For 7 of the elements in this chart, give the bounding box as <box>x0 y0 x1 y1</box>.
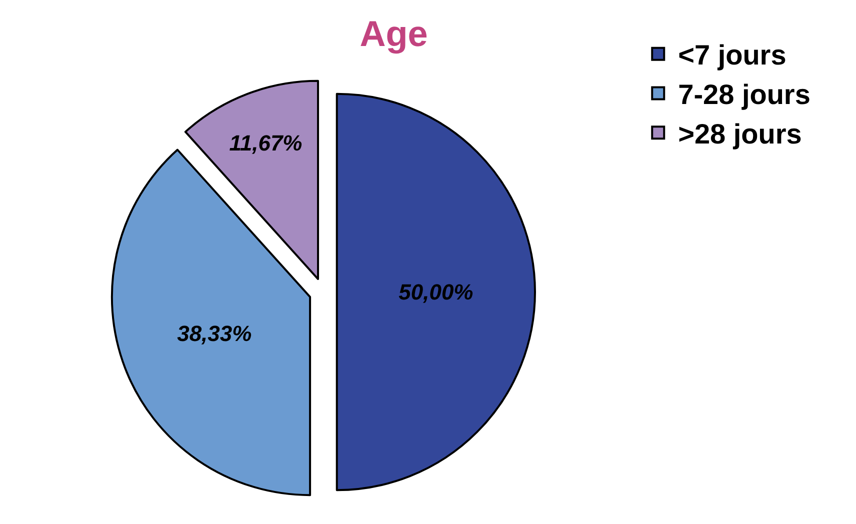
legend-label: 7-28 jours <box>678 79 810 110</box>
legend-label: >28 jours <box>678 118 802 150</box>
legend-label: <7 jours <box>678 40 786 71</box>
data-label: 11,67% <box>229 130 302 156</box>
data-label: 50,00% <box>398 280 474 304</box>
chart-title: Age <box>360 13 428 54</box>
data-label: 38,33% <box>177 321 252 346</box>
